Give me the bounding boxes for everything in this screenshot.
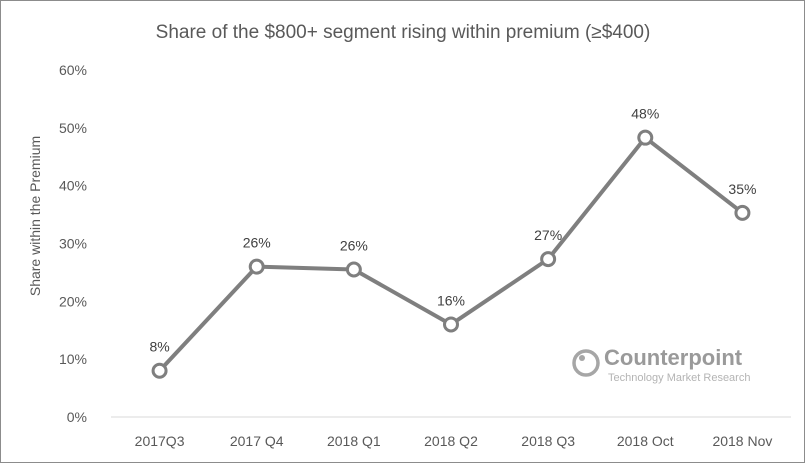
- brand-name: Counterpoint: [604, 345, 743, 370]
- data-point-marker: [151, 362, 168, 379]
- x-tick-label: 2018 Oct: [617, 433, 674, 449]
- y-tick-label: 20%: [59, 293, 87, 309]
- y-tick-label: 30%: [59, 236, 87, 252]
- y-axis-label: Share within the Premium: [27, 136, 43, 296]
- y-tick-label: 40%: [59, 178, 87, 194]
- counterpoint-watermark: Counterpoint Technology Market Research: [572, 345, 750, 384]
- data-point-marker: [540, 251, 557, 268]
- series-layer: [151, 129, 751, 379]
- data-label: 26%: [243, 235, 271, 251]
- x-axis-ticks: 2017Q3 2017 Q4 2018 Q1 2018 Q2 2018 Q3 2018 O…: [135, 433, 773, 449]
- data-label: 16%: [437, 292, 465, 308]
- data-label: 27%: [534, 227, 562, 243]
- y-axis-ticks: 0% 10% 20% 30% 40% 50% 60%: [59, 62, 87, 425]
- data-point-marker: [345, 261, 362, 278]
- y-tick-label: 50%: [59, 120, 87, 136]
- brand-tagline: Technology Market Research: [608, 372, 750, 384]
- data-label: 35%: [728, 181, 756, 197]
- data-label: 8%: [149, 339, 169, 355]
- series-line: [157, 135, 745, 373]
- data-labels: 8% 26% 26% 16% 27% 48% 35%: [149, 106, 756, 355]
- y-tick-label: 10%: [59, 351, 87, 367]
- x-tick-label: 2018 Nov: [712, 433, 772, 449]
- data-point-marker: [443, 316, 459, 333]
- data-label: 48%: [631, 106, 659, 122]
- y-tick-label: 0%: [67, 409, 87, 425]
- x-tick-label: 2018 Q2: [424, 433, 478, 449]
- data-point-marker: [734, 204, 751, 221]
- data-point-marker: [637, 129, 654, 146]
- counterpoint-logo-icon: [572, 349, 600, 377]
- x-tick-label: 2017 Q4: [230, 433, 284, 449]
- x-tick-label: 2018 Q3: [521, 433, 575, 449]
- chart-title: Share of the $800+ segment rising within…: [156, 22, 651, 43]
- y-tick-label: 60%: [59, 62, 87, 78]
- x-tick-label: 2018 Q1: [327, 433, 381, 449]
- data-point-marker: [248, 258, 265, 275]
- x-tick-label: 2017Q3: [135, 433, 185, 449]
- data-label: 26%: [340, 238, 368, 254]
